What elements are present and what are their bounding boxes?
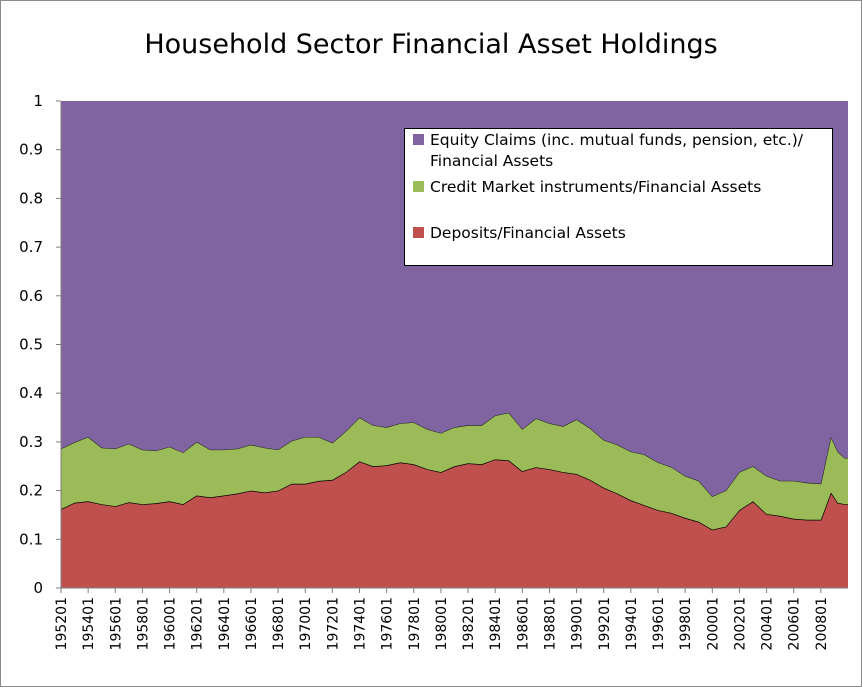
x-tick-label: 200801 — [814, 597, 830, 650]
x-tick-label: 197401 — [353, 597, 369, 650]
x-tick-label: 198601 — [515, 597, 531, 650]
y-tick-label: 0.9 — [19, 141, 43, 159]
chart-title: Household Sector Financial Asset Holding… — [144, 29, 718, 60]
area-deposits-financial-assets — [61, 459, 848, 588]
legend-label-equity: Equity Claims (inc. mutual funds, pensio… — [430, 131, 804, 170]
x-tick-label: 199001 — [570, 597, 586, 650]
legend-label-deposits: Deposits/Financial Assets — [430, 224, 626, 242]
x-tick-label: 197801 — [407, 597, 423, 650]
x-tick-label: 195801 — [135, 597, 151, 650]
x-tick-label: 200601 — [787, 597, 803, 650]
x-tick-label: 195201 — [54, 597, 70, 650]
legend-item-deposits: Deposits/Financial Assets — [413, 223, 830, 244]
x-tick-label: 196201 — [190, 597, 206, 650]
x-tick-label: 198801 — [542, 597, 558, 650]
x-tick-label: 197201 — [325, 597, 341, 650]
x-tick-label: 198201 — [461, 597, 477, 650]
x-tick-label: 197601 — [380, 597, 396, 650]
legend: Equity Claims (inc. mutual funds, pensio… — [404, 128, 833, 266]
x-tick-label: 200401 — [760, 597, 776, 650]
legend-label-credit: Credit Market instruments/Financial Asse… — [430, 178, 762, 196]
x-tick-label: 200001 — [705, 597, 721, 650]
x-tick-label: 200201 — [732, 597, 748, 650]
x-tick-label: 195601 — [108, 597, 124, 650]
y-tick-label: 0 — [33, 579, 43, 597]
area-credit-market-instruments-fina — [61, 412, 848, 530]
x-tick-label: 196001 — [163, 597, 179, 650]
x-tick-label: 196401 — [217, 597, 233, 650]
x-tick-label: 199601 — [651, 597, 667, 650]
x-tick-label: 196601 — [244, 597, 260, 650]
y-tick-label: 0.6 — [19, 287, 43, 305]
y-tick-label: 0.4 — [19, 384, 43, 402]
y-tick-label: 0.2 — [19, 482, 43, 500]
y-tick-label: 0.3 — [19, 433, 43, 451]
x-tick-label: 199401 — [624, 597, 640, 650]
y-tick-label: 1 — [33, 92, 43, 110]
legend-item-equity: Equity Claims (inc. mutual funds, pensio… — [413, 130, 830, 172]
x-tick-label: 196801 — [271, 597, 287, 650]
x-tick-label: 195401 — [81, 597, 97, 650]
legend-swatch-deposits — [413, 227, 424, 238]
x-tick-label: 199801 — [678, 597, 694, 650]
legend-item-credit: Credit Market instruments/Financial Asse… — [413, 177, 830, 198]
y-tick-label: 0.8 — [19, 189, 43, 207]
x-tick-label: 197001 — [298, 597, 314, 650]
y-tick-label: 0.7 — [19, 238, 43, 256]
x-tick-label: 199201 — [597, 597, 613, 650]
legend-swatch-equity — [413, 134, 424, 145]
y-tick-label: 0.1 — [19, 530, 43, 548]
x-tick-label: 198001 — [434, 597, 450, 650]
legend-swatch-credit — [413, 181, 424, 192]
x-tick-label: 198401 — [488, 597, 504, 650]
y-tick-label: 0.5 — [19, 336, 43, 354]
